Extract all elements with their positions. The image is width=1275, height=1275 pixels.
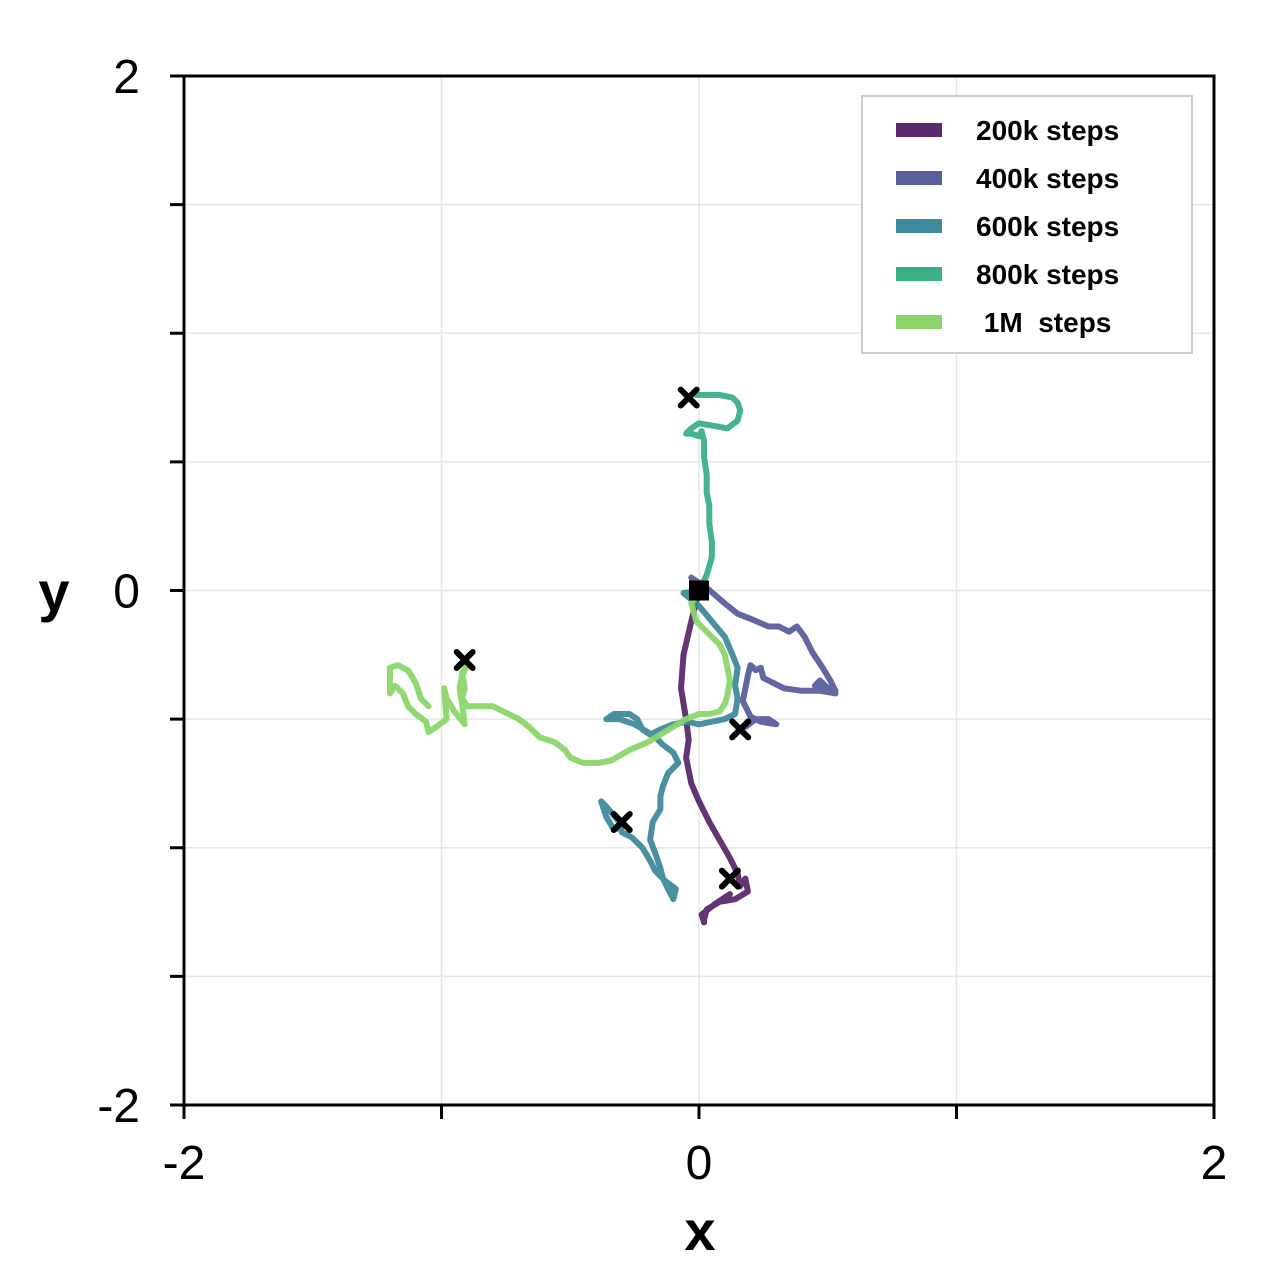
series-line-0: [678, 587, 751, 926]
legend-label: 1M steps: [976, 307, 1111, 338]
legend-label: 200k steps: [976, 115, 1119, 146]
legend-swatch: [896, 123, 942, 137]
legend-swatch: [896, 267, 942, 281]
y-tick-label: 0: [113, 566, 140, 619]
y-axis-label: y: [38, 560, 69, 623]
series-line-2: [598, 587, 741, 903]
legend-item-0: 200k steps: [896, 115, 1119, 146]
series-line-1: [688, 574, 839, 730]
legend-label: 600k steps: [976, 211, 1119, 242]
x-axis-label: x: [684, 1199, 715, 1262]
markers: [453, 386, 752, 890]
legend-item-4: 1M steps: [896, 307, 1111, 338]
y-tick-label: -2: [97, 1080, 140, 1133]
start-marker: [689, 580, 709, 601]
series-line-3: [683, 392, 744, 594]
legend-item-2: 600k steps: [896, 211, 1119, 242]
legend-item-1: 400k steps: [896, 163, 1119, 194]
legend-swatch: [896, 219, 942, 233]
legend-swatch: [896, 171, 942, 185]
end-marker-1: [729, 718, 752, 741]
x-tick-label: 2: [1201, 1137, 1228, 1190]
x-tick-label: 0: [686, 1137, 713, 1190]
x-tick-label: -2: [163, 1137, 206, 1190]
legend-item-3: 800k steps: [896, 259, 1119, 290]
end-marker-3: [677, 386, 700, 409]
end-marker-4: [453, 648, 476, 671]
legend: 200k steps 400k steps 600k steps 800k steps…: [861, 95, 1193, 354]
y-tick-label: 2: [113, 51, 140, 104]
series-line-4: [387, 587, 733, 766]
end-marker-0: [718, 867, 741, 890]
trajectories: [387, 392, 839, 926]
end-marker-2: [610, 811, 633, 834]
legend-label: 800k steps: [976, 259, 1119, 290]
legend-swatch: [896, 315, 942, 329]
ticks: -2 0 2 -2 0 2: [97, 51, 1227, 1190]
legend-label: 400k steps: [976, 163, 1119, 194]
